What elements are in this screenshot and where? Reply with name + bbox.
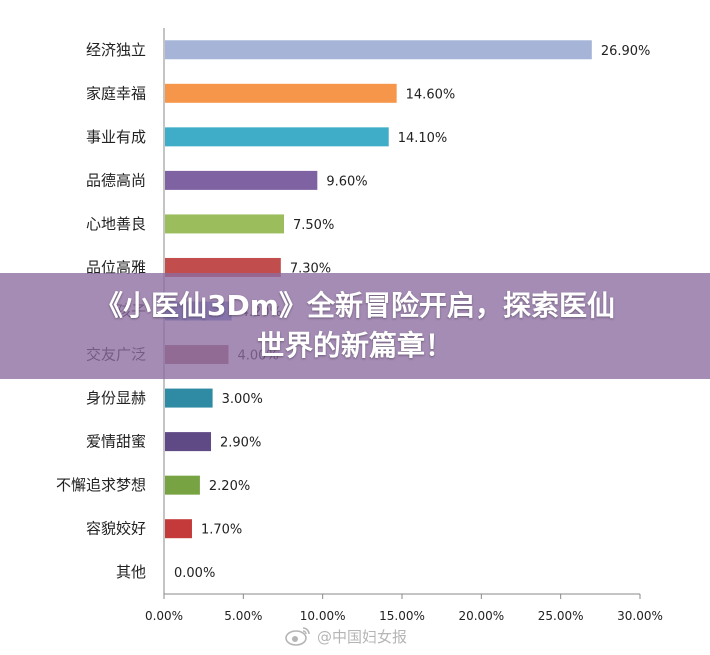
bar bbox=[165, 257, 281, 277]
value-label: 3.00% bbox=[222, 392, 263, 407]
x-tick-label: 10.00% bbox=[300, 609, 346, 623]
value-label: 9.60% bbox=[326, 174, 367, 189]
value-label: 7.50% bbox=[293, 218, 334, 233]
category-label: 品德高尚 bbox=[86, 171, 146, 189]
bar bbox=[165, 519, 192, 539]
bar bbox=[165, 214, 284, 234]
banner-line-1: 《小医仙3Dm》全新冒险开启，探索医仙 bbox=[95, 289, 615, 322]
weibo-icon bbox=[285, 627, 310, 646]
bar bbox=[165, 475, 200, 495]
x-tick-label: 25.00% bbox=[538, 609, 584, 623]
category-label: 品位高雅 bbox=[86, 258, 146, 276]
watermark: @中国妇女报 bbox=[285, 624, 407, 648]
bar bbox=[165, 388, 213, 408]
value-label: 14.10% bbox=[398, 131, 448, 146]
value-label: 2.20% bbox=[209, 479, 250, 494]
category-label: 家庭幸福 bbox=[86, 84, 146, 102]
category-label: 不懈追求梦想 bbox=[56, 476, 146, 494]
x-tick-label: 0.00% bbox=[145, 609, 183, 623]
value-label: 0.00% bbox=[174, 566, 215, 581]
value-label: 2.90% bbox=[220, 436, 261, 451]
bar bbox=[165, 127, 389, 147]
banner-title: 《小医仙3Dm》全新冒险开启，探索医仙 世界的新篇章！ bbox=[30, 286, 680, 366]
category-label: 其他 bbox=[116, 563, 146, 581]
value-label: 14.60% bbox=[406, 87, 456, 102]
watermark-text: @中国妇女报 bbox=[317, 627, 408, 646]
bar bbox=[165, 432, 212, 452]
category-label: 身份显赫 bbox=[86, 389, 146, 407]
category-label: 经济独立 bbox=[86, 41, 146, 59]
bar bbox=[165, 40, 592, 60]
value-label: 7.30% bbox=[290, 261, 331, 276]
banner-line-2: 世界的新篇章！ bbox=[256, 329, 453, 362]
category-label: 心地善良 bbox=[86, 215, 146, 233]
bar bbox=[165, 83, 397, 103]
category-label: 容貌姣好 bbox=[86, 520, 146, 538]
x-tick-label: 30.00% bbox=[617, 609, 663, 623]
value-label: 1.70% bbox=[201, 523, 242, 538]
x-tick-label: 5.00% bbox=[224, 609, 262, 623]
value-label: 26.90% bbox=[601, 44, 651, 59]
category-label: 事业有成 bbox=[86, 128, 146, 146]
title-banner: 《小医仙3Dm》全新冒险开启，探索医仙 世界的新篇章！ bbox=[0, 273, 710, 379]
category-label: 爱情甜蜜 bbox=[86, 433, 146, 451]
bar bbox=[165, 170, 318, 190]
x-tick-label: 15.00% bbox=[379, 609, 425, 623]
x-tick-label: 20.00% bbox=[458, 609, 504, 623]
